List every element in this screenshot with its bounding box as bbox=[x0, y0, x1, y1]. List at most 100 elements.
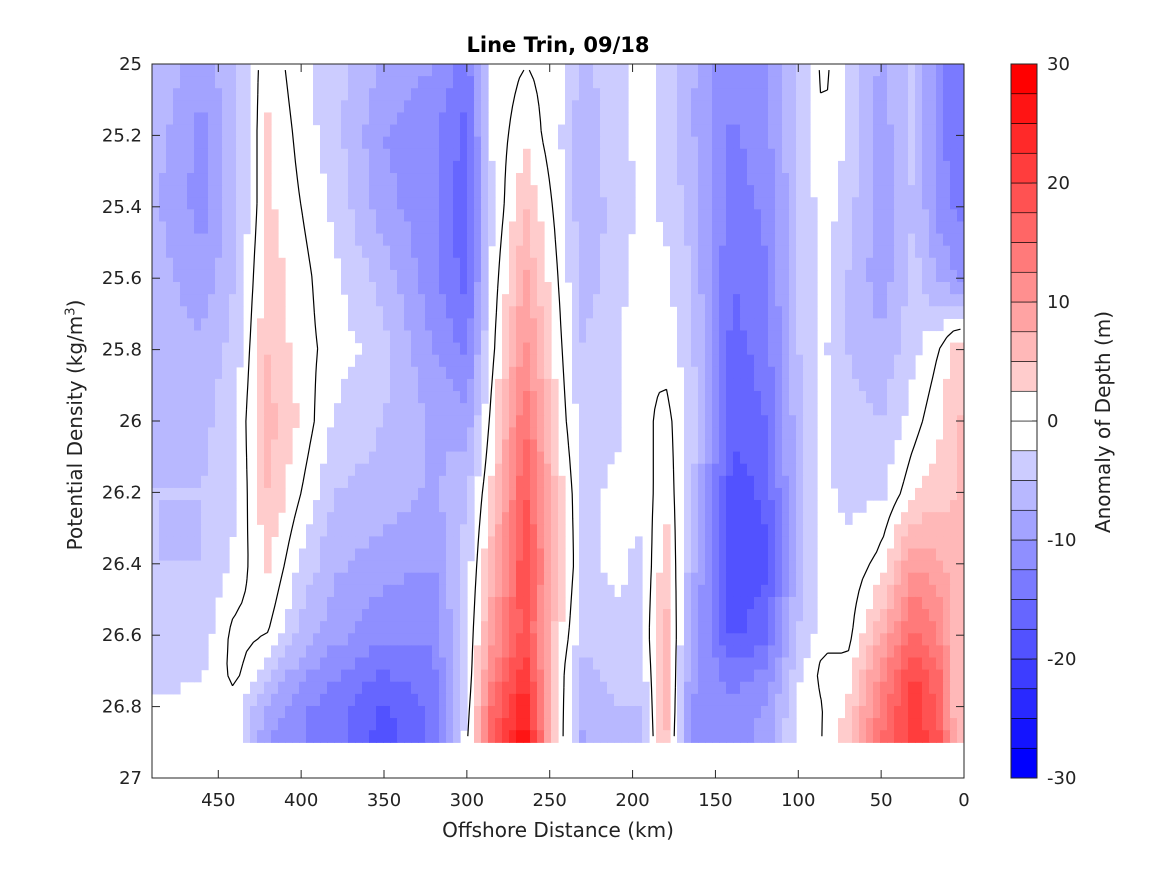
heatmap-cell bbox=[789, 572, 797, 586]
heatmap-cell bbox=[733, 306, 741, 319]
heatmap-cell bbox=[565, 124, 573, 138]
heatmap-cell bbox=[747, 560, 755, 574]
heatmap-cell bbox=[579, 148, 587, 162]
heatmap-cell bbox=[635, 633, 643, 646]
heatmap-cell bbox=[292, 621, 300, 634]
heatmap-cell bbox=[446, 500, 454, 513]
heatmap-cell bbox=[201, 548, 209, 562]
heatmap-cell bbox=[390, 185, 398, 198]
heatmap-cell bbox=[264, 730, 272, 743]
heatmap-cell bbox=[208, 269, 216, 283]
heatmap-cell bbox=[873, 245, 881, 259]
heatmap-cell bbox=[397, 621, 405, 634]
heatmap-cell bbox=[621, 136, 629, 150]
heatmap-cell bbox=[712, 657, 720, 671]
heatmap-cell bbox=[355, 124, 363, 138]
heatmap-cell bbox=[523, 584, 531, 598]
heatmap-cell bbox=[593, 500, 601, 513]
heatmap-cell bbox=[768, 342, 776, 356]
heatmap-cell bbox=[880, 112, 888, 126]
heatmap-cell bbox=[838, 354, 846, 368]
heatmap-cell bbox=[943, 584, 951, 598]
heatmap-cell bbox=[481, 391, 489, 404]
heatmap-cell bbox=[733, 185, 741, 198]
heatmap-cell bbox=[208, 572, 216, 586]
heatmap-cell bbox=[376, 693, 384, 707]
heatmap-cell bbox=[173, 233, 181, 247]
heatmap-cell bbox=[390, 354, 398, 368]
heatmap-cell bbox=[187, 209, 195, 223]
heatmap-cell bbox=[621, 657, 629, 671]
heatmap-cell bbox=[432, 657, 440, 671]
heatmap-cell bbox=[747, 354, 755, 368]
heatmap-cell bbox=[733, 391, 741, 404]
heatmap-cell bbox=[572, 112, 580, 126]
heatmap-cell bbox=[565, 233, 573, 247]
heatmap-cell bbox=[614, 415, 622, 428]
heatmap-cell bbox=[663, 730, 671, 743]
heatmap-cell bbox=[299, 596, 307, 610]
heatmap-cell bbox=[621, 669, 629, 683]
heatmap-cell bbox=[719, 354, 727, 368]
heatmap-cell bbox=[271, 439, 279, 453]
heatmap-cell bbox=[390, 681, 398, 695]
heatmap-cell bbox=[201, 609, 209, 622]
heatmap-cell bbox=[908, 245, 916, 259]
heatmap-cell bbox=[446, 112, 454, 126]
heatmap-cell bbox=[586, 463, 594, 477]
heatmap-cell bbox=[180, 160, 188, 174]
heatmap-cell bbox=[712, 306, 720, 319]
heatmap-cell bbox=[439, 596, 447, 610]
heatmap-cell bbox=[712, 294, 720, 307]
heatmap-cell bbox=[516, 366, 524, 380]
heatmap-cell bbox=[698, 148, 706, 162]
heatmap-cell bbox=[684, 88, 692, 101]
heatmap-cell bbox=[733, 548, 741, 562]
heatmap-cell bbox=[523, 391, 531, 404]
heatmap-cell bbox=[740, 136, 748, 150]
heatmap-cell bbox=[565, 173, 573, 186]
heatmap-cell bbox=[866, 354, 874, 368]
heatmap-cell bbox=[726, 693, 734, 707]
heatmap-cell bbox=[607, 596, 615, 610]
heatmap-cell bbox=[922, 621, 930, 634]
heatmap-cell bbox=[369, 439, 377, 453]
heatmap-cell bbox=[593, 718, 601, 731]
heatmap-cell bbox=[509, 621, 517, 634]
heatmap-cell bbox=[670, 173, 678, 186]
heatmap-cell bbox=[915, 124, 923, 138]
heatmap-cell bbox=[446, 548, 454, 562]
heatmap-cell bbox=[439, 524, 447, 537]
heatmap-cell bbox=[803, 391, 811, 404]
heatmap-cell bbox=[397, 524, 405, 537]
heatmap-cell bbox=[425, 257, 433, 271]
heatmap-cell bbox=[719, 718, 727, 731]
heatmap-cell bbox=[845, 730, 853, 743]
heatmap-cell bbox=[586, 391, 594, 404]
heatmap-cell bbox=[208, 173, 216, 186]
heatmap-cell bbox=[957, 451, 964, 465]
heatmap-cell bbox=[383, 282, 391, 295]
heatmap-cell bbox=[880, 572, 888, 586]
heatmap-cell bbox=[166, 221, 174, 235]
heatmap-cell bbox=[292, 645, 300, 659]
heatmap-cell bbox=[810, 306, 818, 319]
heatmap-cell bbox=[215, 584, 223, 598]
heatmap-cell bbox=[243, 693, 251, 707]
heatmap-cell bbox=[446, 209, 454, 223]
heatmap-cell bbox=[915, 560, 923, 574]
heatmap-cell bbox=[194, 197, 202, 210]
heatmap-cell bbox=[887, 76, 895, 89]
heatmap-cell bbox=[453, 391, 461, 404]
heatmap-cell bbox=[285, 657, 293, 671]
heatmap-cell bbox=[628, 221, 636, 235]
heatmap-cell bbox=[775, 209, 783, 223]
heatmap-cell bbox=[642, 718, 650, 731]
heatmap-cell bbox=[397, 548, 405, 562]
heatmap-cell bbox=[880, 475, 888, 489]
heatmap-cell bbox=[950, 536, 958, 550]
heatmap-cell bbox=[236, 318, 244, 332]
heatmap-cell bbox=[712, 572, 720, 586]
heatmap-cell bbox=[299, 645, 307, 659]
heatmap-cell bbox=[586, 681, 594, 695]
